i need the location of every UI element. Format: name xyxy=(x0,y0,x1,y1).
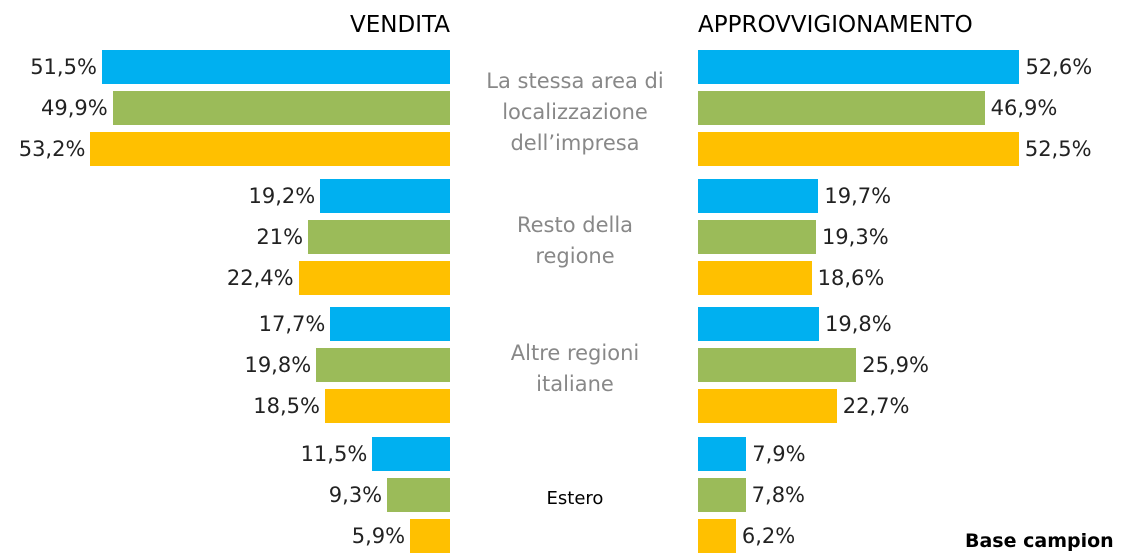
panel-title: VENDITA xyxy=(350,12,450,38)
bar xyxy=(112,91,450,125)
value-label: 18,6% xyxy=(817,266,885,290)
value-label: 46,9% xyxy=(990,96,1058,120)
value-label: 22,4% xyxy=(226,266,294,290)
value-label: 25,9% xyxy=(862,353,929,377)
bar xyxy=(101,50,450,84)
value-label: 7,9% xyxy=(752,442,806,466)
value-label: 21% xyxy=(256,225,304,249)
category-label: Altre regioni italiane xyxy=(510,340,640,396)
bar xyxy=(698,261,812,295)
category-label: La stessa area di localizzazione dell’im… xyxy=(486,68,664,155)
value-label: 5,9% xyxy=(351,524,406,548)
value-label: 11,5% xyxy=(300,442,368,466)
value-label: 19,8% xyxy=(825,312,892,336)
bar xyxy=(410,519,450,553)
bar xyxy=(698,50,1020,84)
value-label: 19,8% xyxy=(244,353,312,377)
bar xyxy=(298,261,450,295)
bar xyxy=(698,91,985,125)
bar xyxy=(698,348,857,382)
value-label: 19,3% xyxy=(821,225,889,249)
bar xyxy=(316,348,450,382)
value-label: 51,5% xyxy=(30,55,97,79)
panel-title: APPROVVIGIONAMENTO xyxy=(698,12,973,38)
bar xyxy=(372,437,450,471)
bar xyxy=(698,220,816,254)
bar xyxy=(698,132,1019,166)
value-label: 22,7% xyxy=(842,394,910,418)
bar xyxy=(698,478,746,512)
value-label: 49,9% xyxy=(41,96,108,120)
bar xyxy=(330,307,450,341)
value-label: 17,7% xyxy=(258,312,326,336)
value-label: 9,3% xyxy=(328,483,383,507)
value-label: 53,2% xyxy=(18,137,86,161)
bar xyxy=(698,389,837,423)
value-label: 6,2% xyxy=(741,524,796,548)
bar xyxy=(698,307,819,341)
value-label: 19,7% xyxy=(824,184,892,208)
value-label: 18,5% xyxy=(253,394,320,418)
value-label: 52,5% xyxy=(1024,137,1092,161)
category-label: Estero xyxy=(546,487,604,509)
bar xyxy=(308,220,450,254)
value-label: 52,6% xyxy=(1025,55,1093,79)
annotation: Base campion xyxy=(965,530,1114,552)
bar xyxy=(324,389,450,423)
value-label: 19,2% xyxy=(248,184,316,208)
bar xyxy=(698,179,819,213)
category-label: Resto della regione xyxy=(516,212,634,268)
bar xyxy=(698,437,747,471)
value-label: 7,8% xyxy=(751,483,806,507)
bar xyxy=(90,132,450,166)
bar xyxy=(320,179,450,213)
bar xyxy=(698,519,736,553)
bar xyxy=(387,478,450,512)
